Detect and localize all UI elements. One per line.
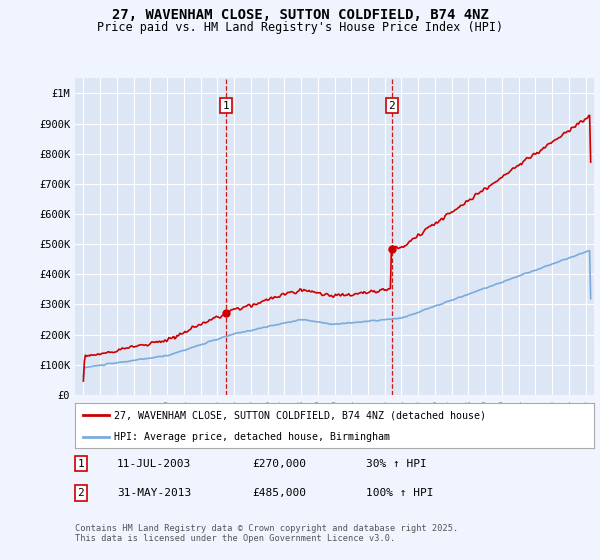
Text: 27, WAVENHAM CLOSE, SUTTON COLDFIELD, B74 4NZ: 27, WAVENHAM CLOSE, SUTTON COLDFIELD, B7…	[112, 8, 488, 22]
Text: 2: 2	[77, 488, 85, 498]
Text: £270,000: £270,000	[252, 459, 306, 469]
Text: £485,000: £485,000	[252, 488, 306, 498]
Text: Price paid vs. HM Land Registry's House Price Index (HPI): Price paid vs. HM Land Registry's House …	[97, 21, 503, 34]
Text: 1: 1	[77, 459, 85, 469]
Text: 30% ↑ HPI: 30% ↑ HPI	[366, 459, 427, 469]
Text: 11-JUL-2003: 11-JUL-2003	[117, 459, 191, 469]
Text: Contains HM Land Registry data © Crown copyright and database right 2025.
This d: Contains HM Land Registry data © Crown c…	[75, 524, 458, 543]
Text: 27, WAVENHAM CLOSE, SUTTON COLDFIELD, B74 4NZ (detached house): 27, WAVENHAM CLOSE, SUTTON COLDFIELD, B7…	[114, 410, 486, 421]
Text: 31-MAY-2013: 31-MAY-2013	[117, 488, 191, 498]
Text: HPI: Average price, detached house, Birmingham: HPI: Average price, detached house, Birm…	[114, 432, 390, 442]
Text: 2: 2	[388, 101, 395, 110]
Text: 1: 1	[223, 101, 230, 110]
Text: 100% ↑ HPI: 100% ↑ HPI	[366, 488, 433, 498]
